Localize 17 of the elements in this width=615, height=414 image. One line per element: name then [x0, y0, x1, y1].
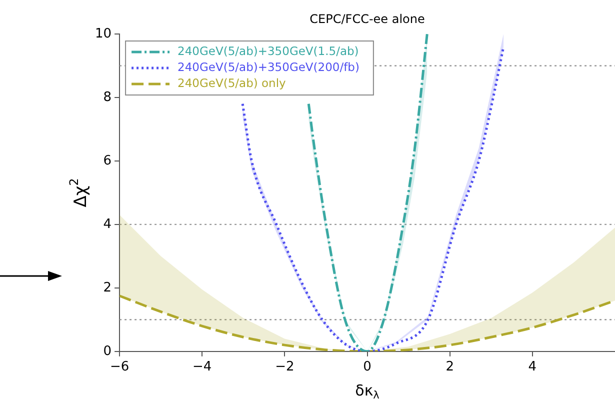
chart-title: CEPC/FCC-ee alone: [310, 12, 425, 26]
legend-label: 240GeV(5/ab)+350GeV(1.5/ab): [178, 44, 359, 58]
y-tick-label: 6: [103, 153, 112, 168]
x-tick-label: −6: [110, 360, 130, 375]
x-tick-label: 4: [528, 360, 537, 375]
y-tick-label: 10: [94, 26, 112, 42]
legend-label: 240GeV(5/ab)+350GeV(200/fb): [178, 60, 360, 74]
y-tick-label: 8: [103, 90, 112, 105]
y-tick-label: 2: [103, 280, 112, 296]
legend-label: 240GeV(5/ab) only: [178, 76, 286, 90]
y-tick-label: 4: [103, 216, 112, 232]
y-tick-label: 0: [103, 344, 112, 359]
x-tick-label: −4: [192, 360, 212, 375]
x-tick-label: 2: [446, 360, 454, 375]
x-tick-label: −2: [275, 360, 294, 375]
y-axis-title: Δχ2: [66, 178, 91, 208]
x-tick-label: 0: [363, 360, 372, 375]
